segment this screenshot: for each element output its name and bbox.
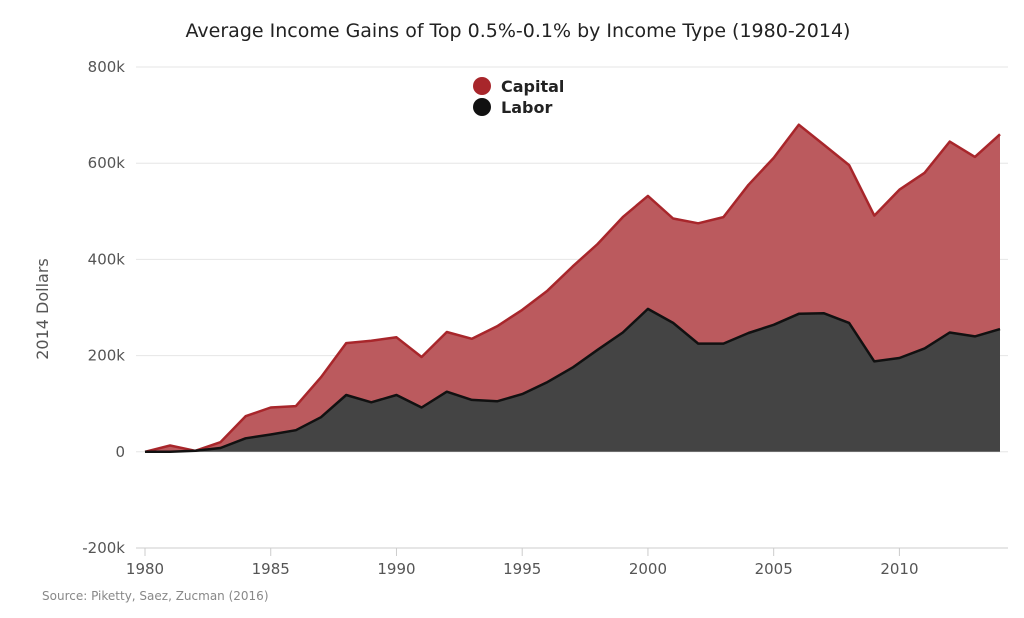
plot-area <box>144 123 1001 454</box>
x-tick-label: 1980 <box>126 560 164 578</box>
y-tick-label: 400k <box>88 250 126 268</box>
legend-marker-labor <box>473 98 491 116</box>
x-tick-label: 1995 <box>503 560 541 578</box>
capital-line <box>144 123 1001 454</box>
legend: Capital Labor <box>473 77 564 117</box>
chart-title: Average Income Gains of Top 0.5%-0.1% by… <box>186 20 851 42</box>
legend-label-labor: Labor <box>501 98 552 117</box>
legend-marker-capital <box>473 77 491 95</box>
labor-line <box>145 307 1001 454</box>
x-tick-label: 2005 <box>755 560 793 578</box>
x-tick-label: 1985 <box>252 560 290 578</box>
y-tick-label: 600k <box>88 154 126 172</box>
legend-label-capital: Capital <box>501 77 564 96</box>
x-tick-label: 2000 <box>629 560 667 578</box>
labor-area <box>145 308 1000 452</box>
y-axis-label: 2014 Dollars <box>33 258 52 360</box>
x-tick-label: 2010 <box>880 560 918 578</box>
source-note: Source: Piketty, Saez, Zucman (2016) <box>42 589 269 603</box>
y-tick-label: 800k <box>88 58 126 76</box>
y-tick-label: 0 <box>115 443 125 461</box>
y-tick-label: 200k <box>88 347 126 365</box>
y-tick-label: -200k <box>82 539 125 557</box>
x-tick-label: 1990 <box>377 560 415 578</box>
capital-area <box>145 124 1000 452</box>
